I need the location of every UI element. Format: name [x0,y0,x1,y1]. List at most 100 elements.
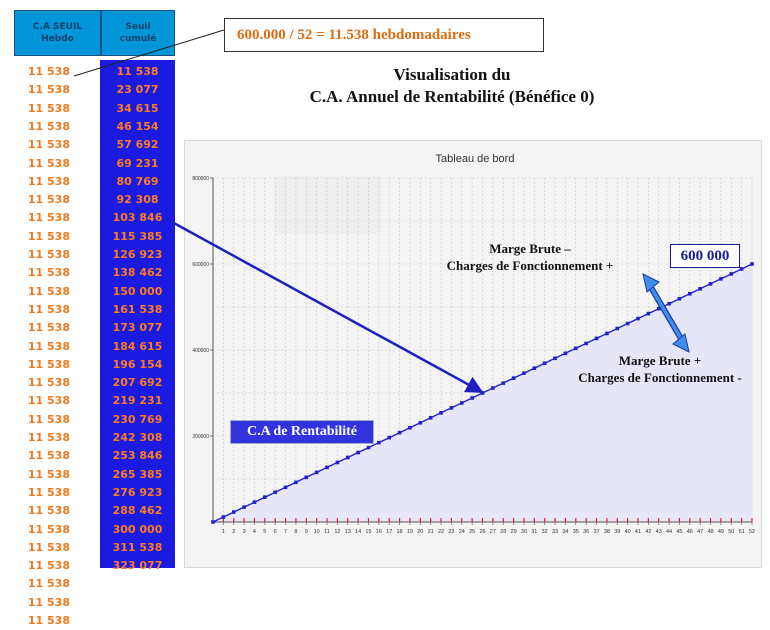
cumulative-value: 161 538 [112,302,163,316]
x-tick-label: 37 [593,529,599,535]
data-point [491,386,495,390]
data-point [335,460,340,465]
x-tick-label: 47 [697,529,703,535]
cumulative-value: 288 462 [112,504,163,518]
cumulative-value: 80 769 [116,174,159,188]
x-tick-label: 28 [500,529,506,535]
x-tick-label: 42 [645,529,651,535]
data-point [719,277,723,281]
data-point [304,475,309,480]
x-tick-label: 50 [728,529,734,535]
data-point [356,450,360,455]
data-point [294,480,298,485]
weekly-value: 11 538 [27,339,70,353]
x-tick-label: 13 [345,529,351,535]
x-tick-label: 25 [469,529,475,535]
data-point [698,287,702,291]
cumulative-value: 184 615 [112,339,163,353]
x-tick-label: 48 [707,529,713,535]
weekly-value: 11 538 [27,394,70,408]
cumulative-value: 115 385 [112,229,163,243]
weekly-value: 11 538 [27,504,70,518]
cumulative-value: 207 692 [112,376,163,390]
data-point [242,505,246,509]
data-point [397,430,402,435]
data-point [708,282,713,286]
data-point [470,396,474,400]
weekly-value: 11 538 [27,211,70,225]
x-tick-label: 1 [222,529,225,535]
weekly-value: 11 538 [27,485,70,499]
x-tick-label: 52 [749,529,755,535]
weekly-value: 11 538 [27,412,70,426]
y-tick-label: 200000 [192,434,209,440]
cumulative-value: 46 154 [116,119,159,133]
cumulative-value: 196 154 [112,357,163,371]
x-tick-label: 39 [614,529,620,535]
cumulative-value: 126 923 [112,248,163,261]
data-point [387,435,392,440]
x-tick-label: 38 [604,529,610,535]
weekly-value: 11 538 [27,138,70,152]
weekly-value: 11 538 [27,284,70,298]
data-point [221,515,226,519]
x-tick-label: 36 [583,529,589,535]
cumulative-value: 11 538 [116,65,159,78]
data-point [273,490,277,495]
data-point [231,510,236,514]
data-point [656,306,661,311]
data-point [542,361,547,366]
data-point [646,311,651,316]
weekly-value: 11 538 [27,321,70,335]
weekly-value: 11 538 [27,449,70,463]
weekly-value: 11 538 [27,302,70,316]
x-tick-label: 45 [676,529,682,535]
value-box: 600 000 [670,244,740,268]
data-point [283,485,288,490]
x-tick-label: 14 [355,529,361,535]
data-point [252,500,257,504]
x-tick-label: 26 [479,529,485,535]
x-tick-label: 21 [428,529,434,535]
data-point [532,366,537,370]
cumulative-value: 311 538 [112,540,163,554]
data-point [553,356,557,361]
weekly-value: 11 538 [27,193,70,207]
x-tick-label: 35 [573,529,579,535]
header-ca-seuil-hebdo: C.A SEUIL Hebdo [14,10,101,56]
data-point [408,425,412,430]
data-point [636,316,640,321]
header-left-line2: Hebdo [41,34,74,44]
x-tick-label: 32 [542,529,548,535]
x-tick-label: 18 [397,529,403,535]
header-seuil-cumule: Seuil cumulé [101,10,175,56]
data-point [501,381,506,385]
data-point [325,465,329,470]
data-point [377,440,381,445]
title-line1: Visualisation du [393,65,511,84]
cumulative-value: 92 308 [116,193,159,207]
annotation-upper-line2: Charges de Fonctionnement + [446,258,614,273]
x-tick-label: 10 [314,529,320,535]
annotation-upper-line1: Marge Brute – [489,241,571,256]
weekly-value: 11 538 [27,266,70,280]
x-tick-label: 29 [511,529,517,535]
y-tick-label: 800000 [192,176,209,182]
annotation-lower-line2: Charges de Fonctionnement - [578,370,742,385]
weekly-value: 11 538 [27,248,70,261]
data-point [729,272,734,276]
data-point [522,371,526,375]
data-point [511,376,516,380]
data-point [459,401,464,405]
data-point [449,406,454,410]
weekly-value: 11 538 [27,614,70,627]
page-title: Visualisation du C.A. Annuel de Rentabil… [262,64,642,108]
weekly-value: 11 538 [27,431,70,444]
weekly-value: 11 538 [27,467,70,481]
weekly-value: 11 538 [27,376,70,390]
cumulative-value: 138 462 [112,266,163,280]
header-left-line1: C.A SEUIL [32,22,83,32]
x-tick-label: 19 [407,529,413,535]
data-point [584,341,588,346]
x-tick-label: 3 [243,529,246,535]
